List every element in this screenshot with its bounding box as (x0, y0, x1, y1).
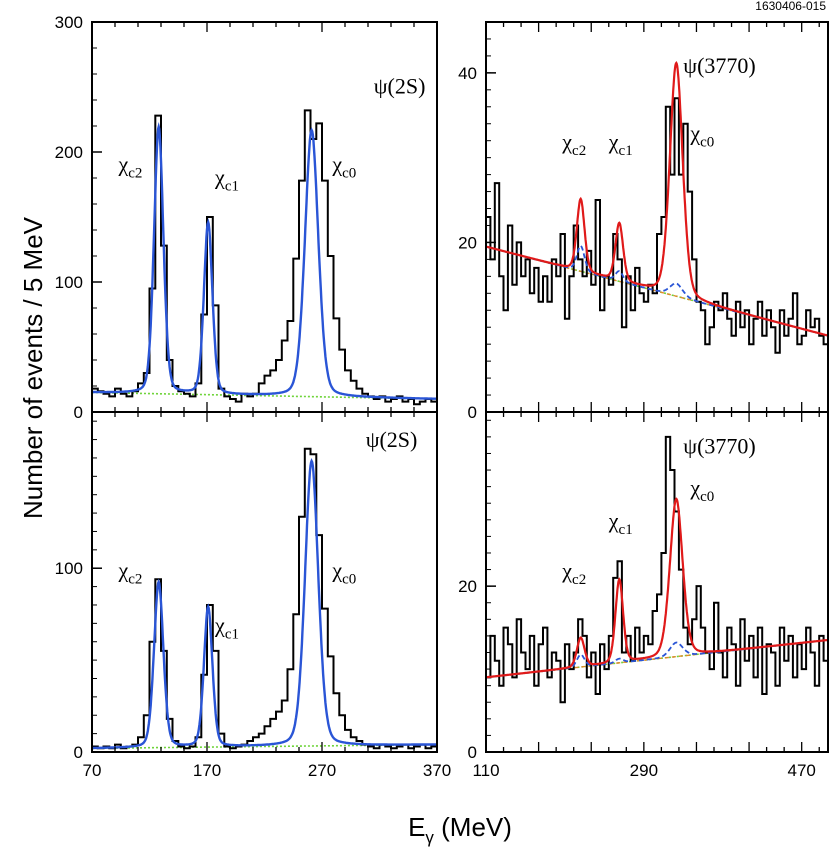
background-fit-line (92, 391, 437, 400)
fit-curve-total (92, 122, 437, 400)
y-tick-label: 200 (55, 143, 83, 162)
x-tick-label: 470 (788, 761, 816, 780)
data-histogram (92, 109, 437, 406)
peak-label-main: χ (561, 129, 572, 154)
figure-id: 1630406-015 (755, 0, 826, 13)
peak-label: χc0 (331, 557, 356, 587)
y-tick-label: 300 (55, 13, 83, 32)
peak-label-main: χ (608, 508, 619, 533)
peak-label-sub: c0 (342, 166, 356, 182)
peak-label-sub: c0 (342, 571, 356, 587)
sample-label: ψ(3770) (683, 433, 755, 458)
sample-label: ψ(2S) (374, 74, 426, 99)
x-tick-label: 70 (83, 761, 102, 780)
plot-area (486, 435, 828, 704)
peak-label-main: χ (608, 129, 619, 154)
plot-area (92, 447, 437, 750)
x-tick-label: 170 (193, 761, 221, 780)
data-histogram (92, 447, 437, 750)
peak-label: χc0 (689, 121, 714, 151)
x-axis-title-main: E (408, 812, 425, 842)
peak-label-sub: c1 (225, 627, 239, 643)
x-axis-title: Eγ (MeV) (408, 812, 512, 847)
peak-label: χc2 (117, 152, 142, 182)
peak-label-main: χ (331, 557, 342, 582)
peak-label-sub: c2 (128, 571, 142, 587)
panel-frame (485, 411, 829, 753)
x-axis-title-unit: (MeV) (434, 812, 512, 842)
peak-label: χc1 (214, 613, 239, 643)
peak-label-sub: c1 (619, 143, 633, 159)
peak-label-main: ψ(3770) (683, 433, 755, 458)
x-tick-label: 110 (472, 761, 499, 780)
sample-label: ψ(3770) (683, 53, 755, 78)
fit-curve-total (92, 458, 437, 750)
x-tick-label: 270 (308, 761, 336, 780)
y-tick-label: 0 (468, 743, 477, 762)
peak-label: χc0 (331, 152, 356, 182)
x-axis-title-sub: γ (425, 828, 434, 847)
y-tick-label: 0 (468, 403, 477, 422)
peak-label-main: χ (214, 165, 225, 190)
y-tick-label: 0 (74, 403, 83, 422)
peak-label: χc2 (561, 129, 586, 159)
y-tick-label: 100 (55, 273, 83, 292)
peak-label: χc1 (214, 165, 239, 195)
y-tick-label: 20 (458, 233, 477, 252)
y-tick-label: 20 (458, 577, 477, 596)
peak-label-main: χ (561, 558, 572, 583)
peak-label-sub: c0 (700, 135, 714, 151)
peak-label-main: χ (214, 613, 225, 638)
peak-label: χc1 (608, 129, 633, 159)
plot-area (92, 109, 437, 406)
plot-area (486, 61, 828, 354)
y-tick-label: 40 (458, 64, 477, 83)
peak-label-main: χ (689, 475, 700, 500)
y-axis-title: Number of events / 5 MeV (18, 216, 48, 519)
peak-label-sub: c1 (619, 522, 633, 538)
fit-curve-total (486, 497, 828, 679)
data-histogram (486, 435, 828, 704)
peak-label: χc0 (689, 475, 714, 505)
x-tick-label: 290 (630, 761, 658, 780)
sample-label: ψ(2S) (366, 427, 418, 452)
data-histogram (486, 97, 828, 354)
peak-label-sub: c2 (572, 143, 586, 159)
peak-label-main: ψ(3770) (683, 53, 755, 78)
fit-curve-total (486, 61, 828, 337)
peak-label-sub: c2 (128, 166, 142, 182)
peak-label-sub: c2 (572, 572, 586, 588)
peak-label-main: χ (689, 121, 700, 146)
peak-label: χc2 (117, 557, 142, 587)
y-tick-label: 100 (55, 559, 83, 578)
x-tick-label: 370 (423, 761, 451, 780)
peak-label: χc2 (561, 558, 586, 588)
peak-label-main: χ (331, 152, 342, 177)
peak-label-sub: c0 (700, 489, 714, 505)
peak-label-main: ψ(2S) (366, 427, 418, 452)
peak-label: χc1 (608, 508, 633, 538)
background-fit-line (92, 743, 437, 750)
peak-label-main: χ (117, 152, 128, 177)
panel-frame (91, 411, 438, 753)
peak-label-sub: c1 (225, 179, 239, 195)
y-tick-label: 0 (74, 743, 83, 762)
peak-label-main: χ (117, 557, 128, 582)
peak-label-main: ψ(2S) (374, 74, 426, 99)
